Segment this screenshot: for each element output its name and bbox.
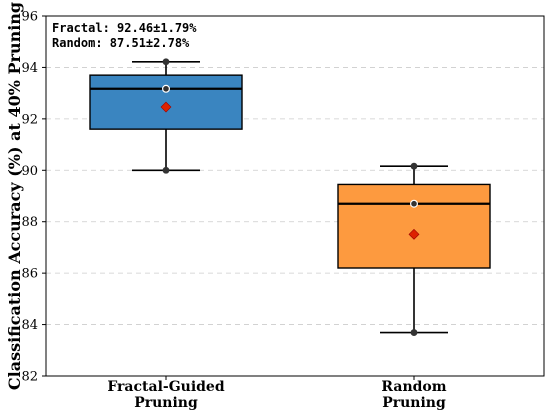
x-tick-label: Pruning [134, 395, 198, 411]
box-group [337, 162, 491, 336]
data-point [410, 199, 419, 208]
y-axis-label: Classification Accuracy (%) at 40% Pruni… [5, 2, 24, 390]
y-tick-label: 88 [21, 215, 38, 230]
data-point [410, 329, 418, 336]
annotation-fractal: Fractal: 92.46±1.79% [52, 21, 197, 35]
y-tick-label: 94 [21, 61, 38, 76]
x-tick-label: Pruning [382, 395, 446, 411]
annotation-random: Random: 87.51±2.78% [52, 36, 190, 50]
axes: 8284868890929496Fractal-GuidedPruningRan… [21, 10, 545, 411]
boxes [89, 58, 491, 336]
x-tick-label: Random [381, 379, 446, 395]
data-point [162, 84, 171, 93]
y-tick-label: 82 [21, 370, 38, 385]
plot-frame [45, 15, 545, 377]
y-tick-label: 96 [21, 10, 38, 25]
data-point [162, 58, 170, 66]
y-tick-label: 86 [21, 267, 38, 282]
data-point [162, 166, 170, 174]
x-tick-label: Fractal-Guided [107, 379, 224, 395]
mean-marker [408, 228, 420, 240]
y-tick-label: 84 [21, 318, 38, 333]
box [337, 183, 491, 269]
box-group [89, 58, 243, 174]
y-tick-label: 90 [21, 164, 38, 179]
y-tick-label: 92 [21, 112, 38, 127]
data-point [410, 162, 418, 170]
mean-marker [160, 101, 172, 113]
